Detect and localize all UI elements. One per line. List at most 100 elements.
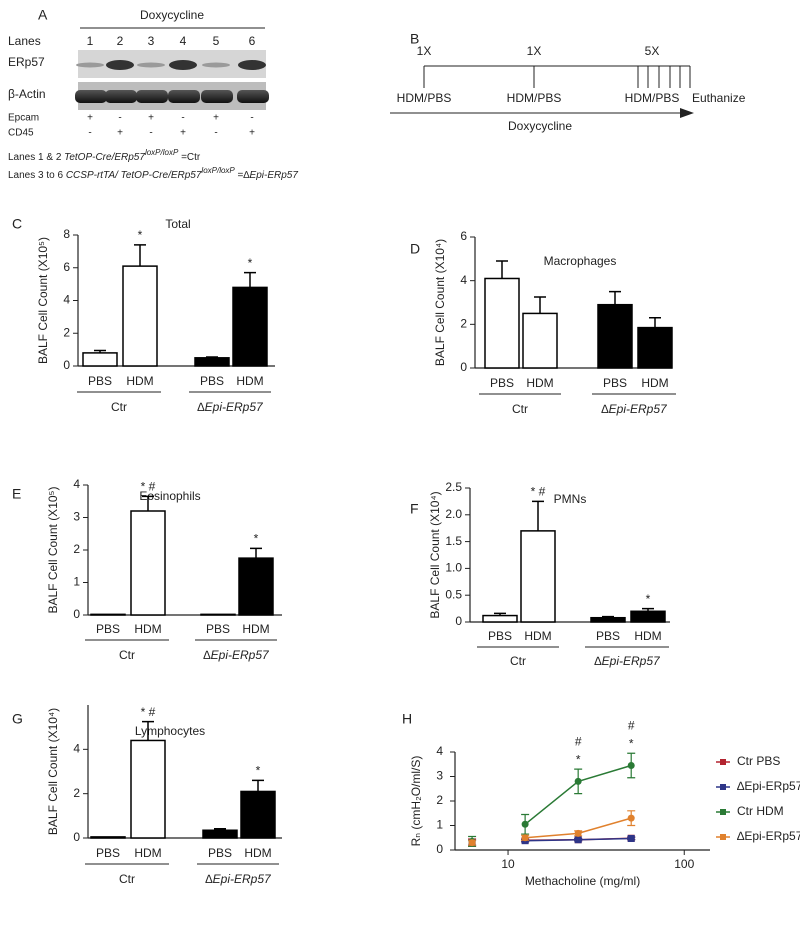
bar: [520, 530, 556, 623]
y-tick-label: 0: [63, 358, 70, 372]
y-tick-label: 0: [73, 830, 80, 844]
marker-sign: -: [181, 113, 184, 124]
panel-letter: D: [410, 241, 420, 257]
marker-sign: +: [87, 113, 93, 124]
band: [137, 62, 165, 68]
legend-label: ∆Epi-ERp57 PBS: [737, 779, 800, 793]
bar: [200, 613, 236, 616]
event-end: Euthanize: [692, 91, 746, 105]
x-tick-label: PBS: [88, 374, 112, 388]
group-label: Ctr: [119, 872, 135, 886]
y-tick-label: 2: [73, 542, 80, 556]
note: Lanes 3 to 6 CCSP-rtTA/ TetOP-Cre/ERp57l…: [8, 166, 298, 181]
bar-label: * #: [531, 485, 546, 499]
x-tick-label: HDM: [524, 629, 551, 643]
y-tick-label: 0: [460, 360, 467, 374]
y-tick-label: 4: [73, 742, 80, 756]
x-tick-label: HDM: [134, 846, 161, 860]
band: [106, 60, 134, 70]
group-label: Ctr: [111, 400, 127, 414]
note-part: =Ctr: [178, 152, 201, 163]
bar-label: *: [646, 592, 651, 606]
point: [627, 834, 635, 842]
error-bar: [244, 271, 256, 288]
chart-title: Eosinophils: [139, 489, 200, 503]
group-label: ∆Epi-ERp57: [205, 872, 272, 886]
x-tick-label: HDM: [126, 374, 153, 388]
marker-label: Epcam: [8, 113, 39, 124]
error-bar: [532, 500, 544, 531]
y-tick-label: 1.0: [445, 561, 462, 575]
bar: [597, 303, 633, 369]
y-tick-label: 0: [73, 607, 80, 621]
group-label: ∆Epi-ERp57: [601, 402, 668, 416]
bar: [130, 739, 166, 839]
axis-label: Doxycycline: [508, 119, 572, 133]
band: [76, 62, 104, 68]
y-tick-label: 3: [436, 769, 443, 783]
y-tick-label: 4: [73, 477, 80, 491]
note-part: loxP/loxP: [201, 166, 235, 175]
point: [468, 839, 476, 847]
y-tick-label: 4: [460, 273, 467, 287]
band: [201, 90, 233, 103]
marker-sign: +: [117, 128, 123, 139]
error-bar: [252, 779, 264, 792]
x-tick-label: HDM: [526, 376, 553, 390]
y-axis-label: Rₙ (cmH₂O/ml/S): [409, 756, 423, 847]
band: [75, 90, 107, 103]
event: HDM/PBS: [625, 91, 680, 105]
group-label: ∆Epi-ERp57: [203, 648, 270, 662]
bar: [90, 836, 126, 839]
y-tick-label: 0: [436, 842, 443, 856]
note-part: Lanes 3 to 6: [8, 170, 66, 181]
y-axis-label: BALF Cell Count (X10⁴): [428, 491, 442, 618]
band: [169, 60, 197, 70]
dose: 1X: [417, 44, 432, 58]
note-part: CCSP-rtTA/ TetOP-Cre/ERp57: [66, 170, 202, 181]
group-label: Ctr: [119, 648, 135, 662]
bar: [194, 357, 230, 367]
marker-sign: +: [148, 113, 154, 124]
x-tick-label: PBS: [200, 374, 224, 388]
group-label: Ctr: [512, 402, 528, 416]
error-bar: [142, 495, 154, 511]
error-bar: [609, 290, 621, 305]
bar: [482, 614, 518, 623]
y-tick-label: 8: [63, 227, 70, 241]
x-tick-label: HDM: [242, 622, 269, 636]
x-tick-label: PBS: [488, 629, 512, 643]
y-tick-label: 3: [73, 510, 80, 524]
marker-label: CD45: [8, 128, 34, 139]
bar-label: *: [248, 256, 253, 270]
lane-number: 3: [148, 34, 155, 48]
dose: 1X: [527, 44, 542, 58]
y-tick-label: 2: [73, 786, 80, 800]
point: [574, 829, 582, 837]
error-bar: [134, 244, 146, 267]
band: [105, 90, 137, 103]
marker-sign: -: [149, 128, 152, 139]
band: [238, 60, 266, 70]
y-tick-label: 4: [63, 293, 70, 307]
panel-letter: C: [12, 216, 22, 232]
note-part: Lanes 1 & 2: [8, 152, 64, 163]
bar: [522, 312, 558, 369]
error-bar: [206, 356, 218, 358]
legend-swatch: [720, 809, 726, 815]
error-bar: [642, 607, 654, 612]
band: [168, 90, 200, 103]
y-tick-label: 2: [460, 317, 467, 331]
note-part: loxP/loxP: [145, 148, 179, 157]
y-axis-label: BALF Cell Count (X10⁴): [46, 708, 60, 835]
error-bar: [534, 296, 546, 314]
point-label: *: [576, 752, 581, 766]
chart-title: PMNs: [554, 492, 587, 506]
y-tick-label: 0: [455, 614, 462, 628]
row-label: ERp57: [8, 55, 45, 69]
chart-title: Lymphocytes: [135, 724, 205, 738]
bar: [90, 613, 126, 616]
y-axis-label: BALF Cell Count (X10⁴): [433, 239, 447, 366]
marker-sign: -: [214, 128, 217, 139]
